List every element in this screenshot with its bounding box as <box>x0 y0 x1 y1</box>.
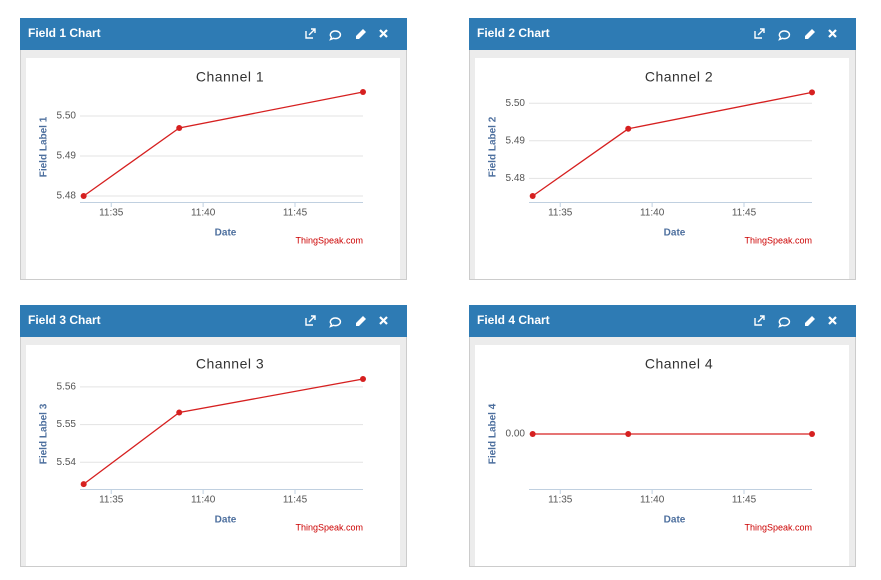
y-tick-label: 5.55 <box>57 419 77 430</box>
x-tick-label: 11:35 <box>99 495 124 506</box>
comment-icon[interactable] <box>329 30 342 41</box>
x-tick-label: 11:35 <box>99 208 124 219</box>
credit[interactable]: ThingSpeak.com <box>295 235 363 245</box>
x-tick-label: 11:40 <box>640 208 665 219</box>
credit[interactable]: ThingSpeak.com <box>744 235 812 245</box>
icon-shape <box>778 317 791 328</box>
panel-title: Field 1 Chart <box>28 26 101 40</box>
y-tick-label: 5.50 <box>57 111 77 122</box>
data-point <box>625 125 632 132</box>
comment-icon[interactable] <box>778 317 791 328</box>
panel: Field 3 Chart Channel 3 5.54 5.55 5.56 11:35 1… <box>20 305 407 567</box>
open-icon[interactable] <box>305 315 316 326</box>
edit-icon[interactable] <box>805 316 815 326</box>
y-axis-label: Field Label 1 <box>39 116 50 177</box>
x-tick-label: 11:40 <box>640 495 665 506</box>
comment-icon[interactable] <box>778 30 791 41</box>
close-icon[interactable] <box>828 29 837 38</box>
x-axis-label: Date <box>664 515 686 526</box>
x-tick-label: 11:45 <box>283 495 308 506</box>
comment-icon[interactable] <box>329 317 342 328</box>
icon-shape <box>805 29 815 39</box>
panel-header <box>20 305 407 337</box>
open-icon[interactable] <box>754 315 765 326</box>
chart-title: Channel 3 <box>196 356 264 372</box>
x-axis-label: Date <box>215 228 237 239</box>
icon-shape <box>379 316 388 325</box>
data-point <box>176 125 183 131</box>
data-point <box>809 431 815 437</box>
edit-icon[interactable] <box>356 29 366 39</box>
y-tick-label: 5.49 <box>57 151 77 162</box>
panel-header <box>469 18 856 50</box>
y-tick-label: 5.56 <box>57 382 77 393</box>
x-tick-label: 11:35 <box>548 208 573 219</box>
y-axis-label: Field Label 3 <box>39 403 50 464</box>
x-tick-label: 11:35 <box>548 495 573 506</box>
y-tick-label: 5.54 <box>57 457 77 468</box>
close-icon[interactable] <box>379 316 388 325</box>
open-icon[interactable] <box>754 28 765 39</box>
icon-shape <box>805 316 815 326</box>
x-tick-label: 11:45 <box>732 208 757 219</box>
x-tick-label: 11:40 <box>191 208 216 219</box>
chart-title: Channel 4 <box>645 356 713 372</box>
y-tick-label: 0.00 <box>506 429 526 440</box>
icon-shape <box>754 315 765 326</box>
panel-title: Field 2 Chart <box>477 26 550 40</box>
icon-shape <box>828 316 837 325</box>
data-point <box>360 376 366 382</box>
edit-icon[interactable] <box>356 316 366 326</box>
x-axis-label: Date <box>664 228 686 239</box>
icon-shape <box>828 29 837 38</box>
y-tick-label: 5.50 <box>506 98 526 109</box>
y-tick-label: 5.49 <box>506 135 526 146</box>
chart-area <box>475 345 849 566</box>
icon-shape <box>305 28 316 39</box>
icon-shape <box>329 30 342 41</box>
credit[interactable]: ThingSpeak.com <box>744 522 812 532</box>
x-tick-label: 11:40 <box>191 495 216 506</box>
icon-shape <box>356 29 366 39</box>
credit[interactable]: ThingSpeak.com <box>295 522 363 532</box>
icon-shape <box>329 317 342 328</box>
panel: Field 2 Chart Channel 2 5.48 5.49 5.50 11:35 1… <box>469 18 856 280</box>
data-point <box>80 481 87 488</box>
panel: Field 1 Chart Channel 1 5.48 5.49 5.50 11:35 1… <box>20 18 407 280</box>
x-axis-label: Date <box>215 515 237 526</box>
data-point <box>176 409 183 416</box>
chart-area <box>475 58 849 279</box>
data-point <box>80 193 87 199</box>
chart-area <box>26 58 400 279</box>
x-tick-label: 11:45 <box>732 495 757 506</box>
y-axis-label: Field Label 4 <box>488 403 499 464</box>
data-point <box>625 431 632 437</box>
y-axis-label: Field Label 2 <box>488 116 499 177</box>
data-point <box>529 431 536 437</box>
data-point <box>529 192 536 199</box>
panel-title: Field 4 Chart <box>477 313 550 327</box>
y-tick-label: 5.48 <box>57 191 77 202</box>
chart-title: Channel 2 <box>645 69 713 85</box>
icon-shape <box>754 28 765 39</box>
icon-shape <box>778 30 791 41</box>
edit-icon[interactable] <box>805 29 815 39</box>
icon-shape <box>356 316 366 326</box>
chart-area <box>26 345 400 566</box>
panel-header <box>20 18 407 50</box>
panel: Field 4 Chart Channel 4 0.00 11:35 11:40 11:4… <box>469 305 856 567</box>
close-icon[interactable] <box>828 316 837 325</box>
icon-shape <box>379 29 388 38</box>
icon-shape <box>305 315 316 326</box>
panel-header <box>469 305 856 337</box>
data-point <box>360 89 366 95</box>
data-point <box>809 89 815 96</box>
y-tick-label: 5.48 <box>506 173 526 184</box>
close-icon[interactable] <box>379 29 388 38</box>
chart-title: Channel 1 <box>196 69 264 85</box>
open-icon[interactable] <box>305 28 316 39</box>
panel-title: Field 3 Chart <box>28 313 101 327</box>
x-tick-label: 11:45 <box>283 208 308 219</box>
